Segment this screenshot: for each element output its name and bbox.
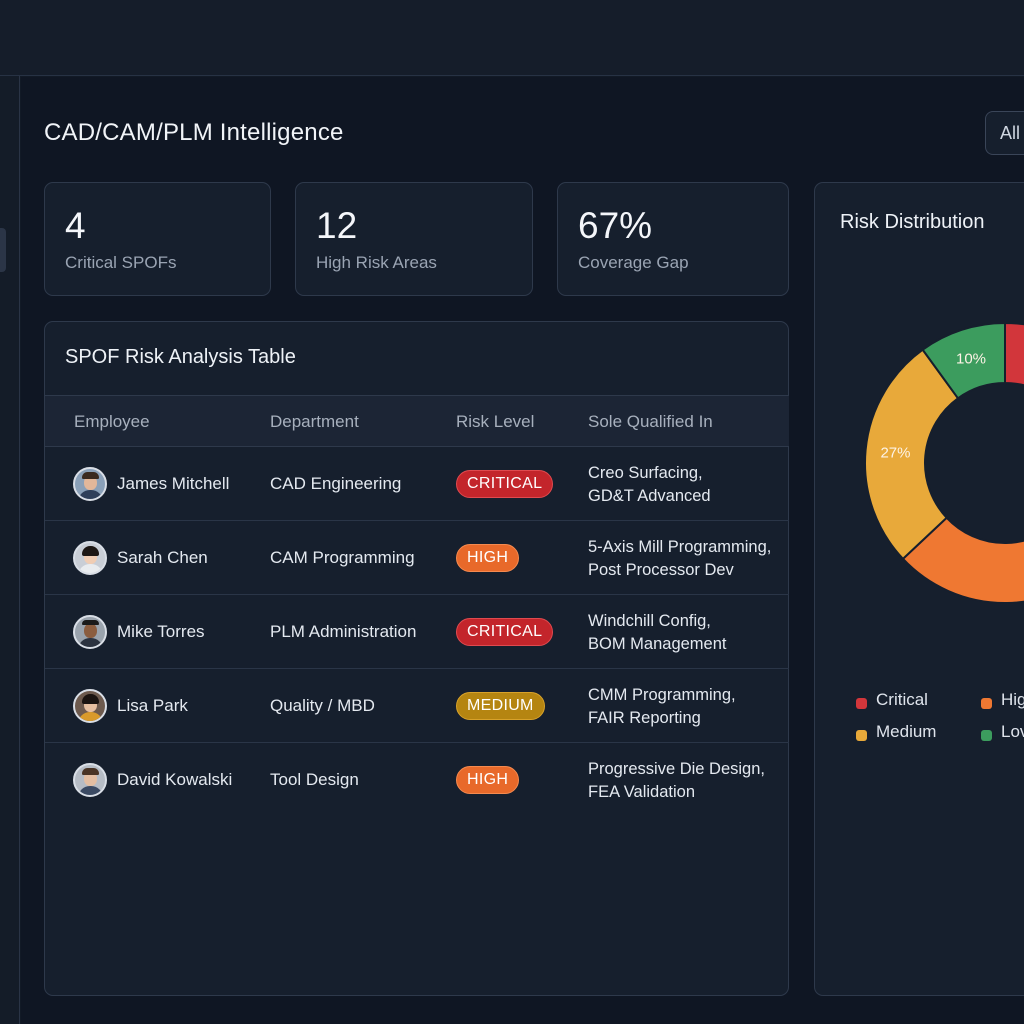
legend-swatch-high [981, 698, 992, 709]
column-header-sole-qualified-in[interactable]: Sole Qualified In [588, 412, 713, 431]
avatar [73, 763, 107, 797]
risk-distribution-card: Risk Distribution 53%27%10% Critical Hig… [814, 182, 1024, 996]
donut-slice-low[interactable] [921, 323, 1006, 400]
employee-name: Lisa Park [117, 696, 188, 715]
legend-swatch-low [981, 730, 992, 741]
table-header: Employee Department Risk Level Sole Qual… [45, 395, 789, 447]
table-title: SPOF Risk Analysis Table [65, 346, 296, 368]
skill-line: Progressive Die Design, [588, 760, 765, 778]
legend-item-medium[interactable]: Medium [876, 722, 937, 741]
donut-label-low: 10% [956, 350, 986, 367]
department: Tool Design [270, 770, 359, 789]
sole-qualified-in: 5-Axis Mill Programming, Post Processor … [588, 536, 771, 582]
skill-line: CMM Programming, [588, 686, 736, 704]
page-title: CAD/CAM/PLM Intelligence [44, 119, 344, 146]
table-row[interactable]: James Mitchell CAD Engineering CRITICAL … [45, 447, 789, 521]
risk-badge: HIGH [456, 766, 520, 794]
legend-item-critical[interactable]: Critical [876, 690, 928, 709]
skill-line: 5-Axis Mill Programming, [588, 538, 772, 556]
employee-name: Sarah Chen [117, 548, 208, 567]
employee-name: James Mitchell [117, 474, 230, 493]
stat-card-critical-spofs: 4 Critical SPOFs [44, 182, 271, 296]
skill-line: Windchill Config, [588, 612, 711, 630]
avatar [73, 541, 107, 575]
department: CAD Engineering [270, 474, 402, 493]
employee-name: David Kowalski [117, 770, 233, 789]
avatar [73, 467, 107, 501]
sole-qualified-in: Windchill Config, BOM Management [588, 610, 726, 656]
risk-badge: CRITICAL [456, 618, 554, 646]
filter-dropdown[interactable]: All [985, 111, 1024, 155]
sole-qualified-in: CMM Programming, FAIR Reporting [588, 684, 736, 730]
table-row[interactable]: Sarah Chen CAM Programming HIGH 5-Axis M… [45, 521, 789, 595]
stat-value: 4 [65, 205, 86, 246]
legend-swatch-critical [856, 698, 867, 709]
risk-badge: MEDIUM [456, 692, 545, 720]
skill-line: Creo Surfacing, [588, 464, 703, 482]
skill-line: BOM Management [588, 635, 727, 653]
spof-risk-table-card: SPOF Risk Analysis Table Employee Depart… [44, 321, 789, 996]
stat-value: 12 [316, 205, 358, 246]
sole-qualified-in: Creo Surfacing, GD&T Advanced [588, 462, 711, 508]
table-row[interactable]: Mike Torres PLM Administration CRITICAL … [45, 595, 789, 669]
donut-slice-critical[interactable] [1004, 323, 1024, 398]
chart-title: Risk Distribution [840, 211, 985, 233]
department: CAM Programming [270, 548, 415, 567]
stat-card-coverage-gap: 67% Coverage Gap [557, 182, 789, 296]
skill-line: GD&T Advanced [588, 487, 711, 505]
stat-card-high-risk-areas: 12 High Risk Areas [295, 182, 533, 296]
table-row[interactable]: Lisa Park Quality / MBD MEDIUM CMM Progr… [45, 669, 789, 743]
skill-line: FAIR Reporting [588, 709, 701, 727]
table-row[interactable]: David Kowalski Tool Design HIGH Progress… [45, 743, 789, 817]
skill-line: FEA Validation [588, 783, 696, 801]
sidebar-active-marker[interactable] [0, 228, 6, 272]
skill-line: Post Processor Dev [588, 561, 734, 579]
employee-name: Mike Torres [117, 622, 205, 641]
donut-label-medium: 27% [880, 445, 910, 462]
stat-label: Coverage Gap [578, 253, 689, 272]
left-sidebar [0, 76, 20, 1024]
legend-item-high[interactable]: Hig [1001, 690, 1024, 709]
legend-item-low[interactable]: Lov [1001, 722, 1024, 741]
stat-label: Critical SPOFs [65, 253, 177, 272]
column-header-department[interactable]: Department [270, 412, 359, 431]
sole-qualified-in: Progressive Die Design, FEA Validation [588, 758, 765, 804]
risk-donut-chart: 53%27%10% [864, 323, 1024, 604]
donut-slice-medium[interactable] [864, 348, 960, 561]
top-bar [0, 0, 1024, 76]
department: Quality / MBD [270, 696, 375, 715]
stat-value: 67% [578, 205, 653, 246]
donut-slice-high[interactable] [901, 350, 1024, 604]
risk-badge: CRITICAL [456, 470, 554, 498]
main-content: CAD/CAM/PLM Intelligence All 4 Critical … [21, 77, 1024, 1024]
legend-swatch-medium [856, 730, 867, 741]
avatar [73, 689, 107, 723]
department: PLM Administration [270, 622, 417, 641]
risk-badge: HIGH [456, 544, 520, 572]
stat-label: High Risk Areas [316, 253, 437, 272]
avatar [73, 615, 107, 649]
column-header-employee[interactable]: Employee [74, 412, 150, 431]
column-header-risk-level[interactable]: Risk Level [456, 412, 535, 431]
